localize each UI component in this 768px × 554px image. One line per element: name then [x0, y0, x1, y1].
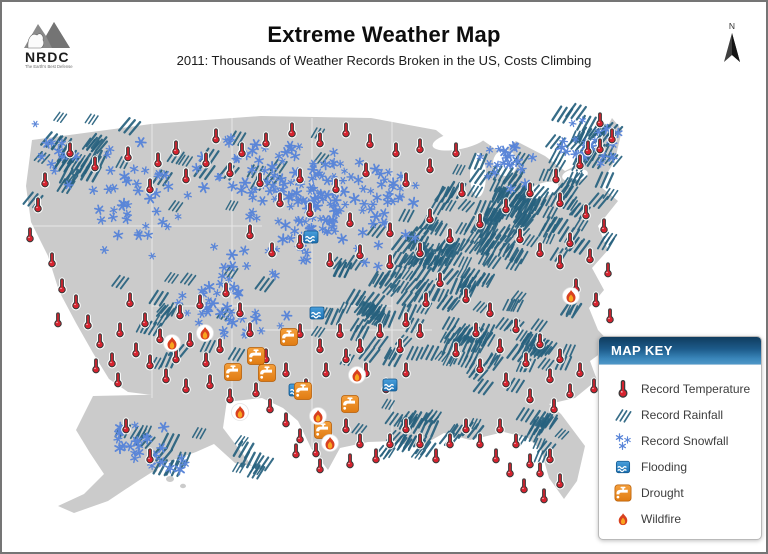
snowflake-icon — [611, 431, 635, 451]
page-title: Extreme Weather Map — [267, 22, 501, 47]
rainfall-hatch-icon — [611, 405, 635, 425]
header: Extreme Weather Map 2011: Thousands of W… — [2, 2, 766, 88]
wildfire-flame-icon — [611, 509, 635, 529]
drought-faucet-icon — [611, 483, 635, 503]
legend-item-record-temperature: Record Temperature — [611, 376, 753, 402]
legend-item-drought: Drought — [611, 480, 753, 506]
legend-label: Drought — [641, 486, 684, 500]
map-key-body: Record Temperature Record Rainfall Recor… — [599, 365, 761, 532]
north-arrow: N — [720, 20, 744, 71]
page-subtitle: 2011: Thousands of Weather Records Broke… — [176, 53, 592, 68]
legend-item-record-rainfall: Record Rainfall — [611, 402, 753, 428]
map-key-panel: MAP KEY Record Temperature Record Rainfa… — [598, 336, 762, 540]
legend-label: Record Rainfall — [641, 408, 724, 422]
legend-item-record-snowfall: Record Snowfall — [611, 428, 753, 454]
legend-label: Flooding — [641, 460, 688, 474]
nrdc-logo-text: NRDC — [25, 49, 69, 65]
legend-label: Record Temperature — [641, 382, 751, 396]
legend-label: Record Snowfall — [641, 434, 729, 448]
nrdc-logo: NRDC The Earth's Best Defense — [16, 12, 78, 75]
nrdc-logo-icon: NRDC The Earth's Best Defense — [24, 22, 73, 69]
legend-item-wildfire: Wildfire — [611, 506, 753, 532]
legend-label: Wildfire — [641, 512, 682, 526]
nrdc-logo-tagline: The Earth's Best Defense — [25, 64, 73, 69]
north-arrow-icon: N — [724, 21, 740, 62]
legend-item-flooding: Flooding — [611, 454, 753, 480]
map-key-title: MAP KEY — [599, 337, 761, 365]
north-label: N — [729, 21, 735, 31]
flooding-icon — [611, 457, 635, 477]
thermometer-icon — [611, 379, 635, 399]
